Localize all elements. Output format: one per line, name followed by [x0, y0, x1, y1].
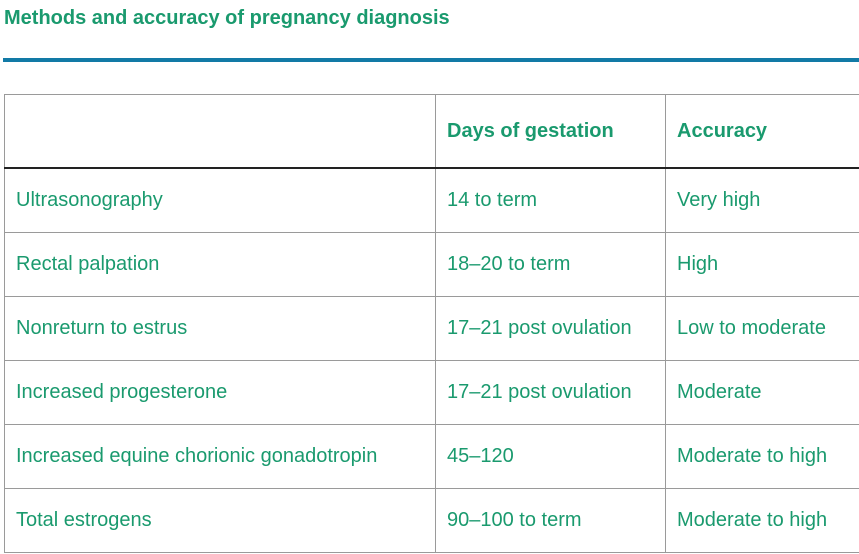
table-cell: Total estrogens — [4, 488, 436, 553]
table-cell: Increased progesterone — [4, 360, 436, 425]
table-cell: Rectal palpation — [4, 232, 436, 297]
table-cell: Moderate to high — [665, 488, 859, 553]
table-row: Increased progesterone 17–21 post ovulati… — [4, 360, 859, 425]
table-cell: 17–21 post ovulation — [435, 296, 666, 361]
table-cell: Moderate — [665, 360, 859, 425]
table-cell: Increased equine chorionic gonadotropin — [4, 424, 436, 489]
table-row: Rectal palpation 18–20 to term High — [4, 232, 859, 297]
header-cell: Accuracy — [665, 94, 859, 169]
table-cell: 45–120 — [435, 424, 666, 489]
header-cell: Days of gestation — [435, 94, 666, 169]
table-cell: Nonreturn to estrus — [4, 296, 436, 361]
header-cell — [4, 94, 436, 169]
table-row: Increased equine chorionic gonadotropin 4… — [4, 424, 859, 489]
diagnosis-table: Days of gestation Accuracy Ultrasonograph… — [4, 94, 859, 553]
header-row: Days of gestation Accuracy — [4, 94, 859, 169]
table-cell: High — [665, 232, 859, 297]
table-cell: Very high — [665, 167, 859, 233]
title: Methods and accuracy of pregnancy diagno… — [4, 7, 450, 29]
table-row: Ultrasonography 14 to term Very high — [4, 167, 859, 233]
table-row: Total estrogens 90–100 to term Moderate to… — [4, 488, 859, 553]
table-cell: Low to moderate — [665, 296, 859, 361]
table-cell: 90–100 to term — [435, 488, 666, 553]
table-cell: 14 to term — [435, 167, 666, 233]
table-cell: Ultrasonography — [4, 167, 436, 233]
table-cell: 17–21 post ovulation — [435, 360, 666, 425]
table-cell: 18–20 to term — [435, 232, 666, 297]
table-row: Nonreturn to estrus 17–21 post ovulation L… — [4, 296, 859, 361]
title-rule — [3, 58, 859, 62]
table-cell: Moderate to high — [665, 424, 859, 489]
